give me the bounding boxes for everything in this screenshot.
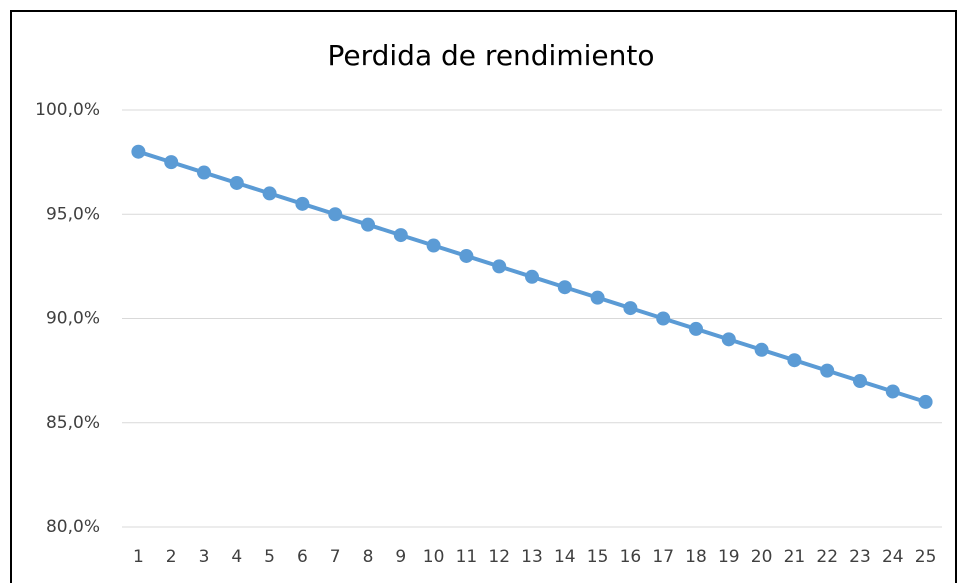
x-tick-label: 3	[199, 547, 210, 567]
x-tick-label: 15	[587, 547, 609, 567]
x-tick-label: 11	[456, 547, 478, 567]
x-tick-label: 12	[488, 547, 510, 567]
x-tick-label: 22	[816, 547, 838, 567]
x-tick-label: 21	[784, 547, 806, 567]
x-tick-label: 2	[166, 547, 177, 567]
data-point	[557, 280, 572, 295]
x-tick-label: 4	[231, 547, 242, 567]
data-point	[426, 238, 441, 253]
data-point	[689, 321, 703, 336]
x-tick-label: 23	[849, 547, 871, 567]
y-tick-label: 85,0%	[46, 413, 100, 433]
y-tick-label: 80,0%	[46, 517, 100, 537]
y-tick-label: 95,0%	[46, 204, 100, 224]
data-point	[754, 342, 769, 357]
x-tick-label: 1	[133, 547, 144, 567]
data-point	[787, 353, 802, 368]
data-point	[131, 144, 146, 159]
x-tick-label: 9	[395, 547, 406, 567]
data-point	[525, 269, 539, 284]
x-tick-label: 24	[882, 547, 904, 567]
y-tick-label: 100,0%	[35, 100, 100, 120]
data-point	[262, 186, 277, 201]
data-point	[590, 290, 605, 305]
x-tick-label: 7	[330, 547, 341, 567]
x-tick-label: 8	[363, 547, 374, 567]
data-point	[820, 363, 835, 378]
x-tick-label: 25	[915, 547, 937, 567]
data-point	[721, 332, 736, 347]
data-point	[393, 228, 408, 243]
data-point	[623, 301, 638, 316]
data-point	[229, 175, 244, 190]
x-tick-label: 5	[264, 547, 275, 567]
data-point	[885, 384, 900, 399]
x-tick-label: 18	[685, 547, 707, 567]
data-point	[295, 196, 310, 211]
data-point	[164, 155, 179, 170]
y-tick-label: 90,0%	[46, 309, 100, 329]
x-tick-label: 17	[652, 547, 674, 567]
data-point	[853, 374, 867, 389]
chart-title: Perdida de rendimiento	[328, 39, 655, 72]
chart-frame	[10, 10, 957, 583]
data-point	[918, 394, 933, 409]
x-tick-label: 19	[718, 547, 740, 567]
x-tick-label: 14	[554, 547, 576, 567]
data-point	[197, 165, 211, 180]
x-tick-label: 16	[620, 547, 642, 567]
data-point	[328, 207, 343, 222]
x-tick-label: 10	[423, 547, 445, 567]
x-tick-label: 20	[751, 547, 773, 567]
data-point	[492, 259, 507, 274]
data-point	[361, 217, 375, 232]
x-tick-label: 13	[521, 547, 543, 567]
data-point	[656, 311, 671, 326]
data-point	[459, 248, 474, 263]
x-tick-label: 6	[297, 547, 308, 567]
